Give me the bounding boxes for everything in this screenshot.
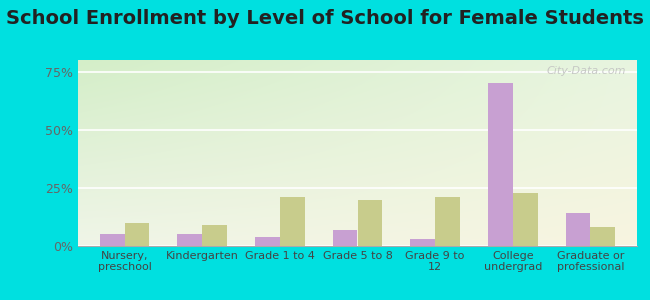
Bar (125, 223, 150, 246)
Bar (255, 237, 280, 246)
Bar (488, 83, 513, 246)
Bar (513, 193, 538, 246)
Bar (280, 197, 305, 246)
Bar (410, 239, 435, 246)
Text: City-Data.com: City-Data.com (546, 66, 626, 76)
Bar (333, 230, 358, 246)
Text: School Enrollment by Level of School for Female Students: School Enrollment by Level of School for… (6, 9, 644, 28)
Bar (358, 200, 382, 246)
Bar (566, 214, 590, 246)
Bar (202, 225, 227, 246)
Bar (435, 197, 460, 246)
Bar (590, 227, 616, 246)
Bar (177, 234, 202, 246)
Bar (99, 234, 125, 246)
